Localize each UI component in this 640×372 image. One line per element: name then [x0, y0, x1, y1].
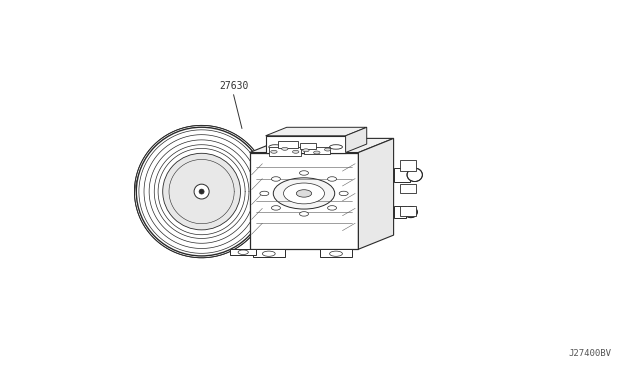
- Polygon shape: [278, 141, 298, 148]
- Ellipse shape: [300, 171, 308, 175]
- Ellipse shape: [271, 206, 280, 210]
- Polygon shape: [269, 147, 301, 156]
- Ellipse shape: [330, 251, 342, 256]
- Ellipse shape: [404, 206, 417, 218]
- Ellipse shape: [282, 147, 288, 150]
- Ellipse shape: [284, 183, 324, 204]
- Ellipse shape: [238, 250, 248, 254]
- Polygon shape: [300, 143, 316, 149]
- Polygon shape: [346, 127, 367, 153]
- Polygon shape: [400, 184, 416, 193]
- Polygon shape: [304, 147, 330, 154]
- Ellipse shape: [328, 206, 337, 210]
- Ellipse shape: [194, 184, 209, 199]
- Polygon shape: [230, 249, 256, 255]
- Polygon shape: [320, 249, 352, 257]
- Polygon shape: [250, 153, 358, 249]
- Ellipse shape: [271, 150, 277, 153]
- Ellipse shape: [199, 189, 204, 194]
- Polygon shape: [358, 138, 394, 249]
- Ellipse shape: [269, 145, 282, 149]
- Ellipse shape: [303, 149, 309, 152]
- Polygon shape: [400, 160, 416, 171]
- Ellipse shape: [328, 177, 337, 181]
- Ellipse shape: [296, 190, 312, 197]
- Polygon shape: [394, 168, 410, 182]
- Ellipse shape: [324, 148, 331, 151]
- Polygon shape: [266, 136, 346, 153]
- Polygon shape: [253, 249, 285, 257]
- Polygon shape: [250, 138, 394, 153]
- Polygon shape: [266, 127, 367, 136]
- Polygon shape: [394, 206, 406, 218]
- Ellipse shape: [136, 127, 267, 256]
- Ellipse shape: [273, 178, 335, 209]
- Ellipse shape: [407, 168, 422, 182]
- Ellipse shape: [262, 251, 275, 256]
- Ellipse shape: [260, 191, 269, 196]
- Ellipse shape: [300, 212, 308, 216]
- Ellipse shape: [314, 151, 320, 154]
- Text: 27630: 27630: [219, 81, 248, 91]
- Ellipse shape: [330, 145, 342, 149]
- Ellipse shape: [271, 177, 280, 181]
- Ellipse shape: [163, 153, 241, 230]
- Ellipse shape: [339, 191, 348, 196]
- Polygon shape: [400, 206, 416, 216]
- Text: J27400BV: J27400BV: [568, 349, 611, 358]
- Ellipse shape: [292, 150, 299, 153]
